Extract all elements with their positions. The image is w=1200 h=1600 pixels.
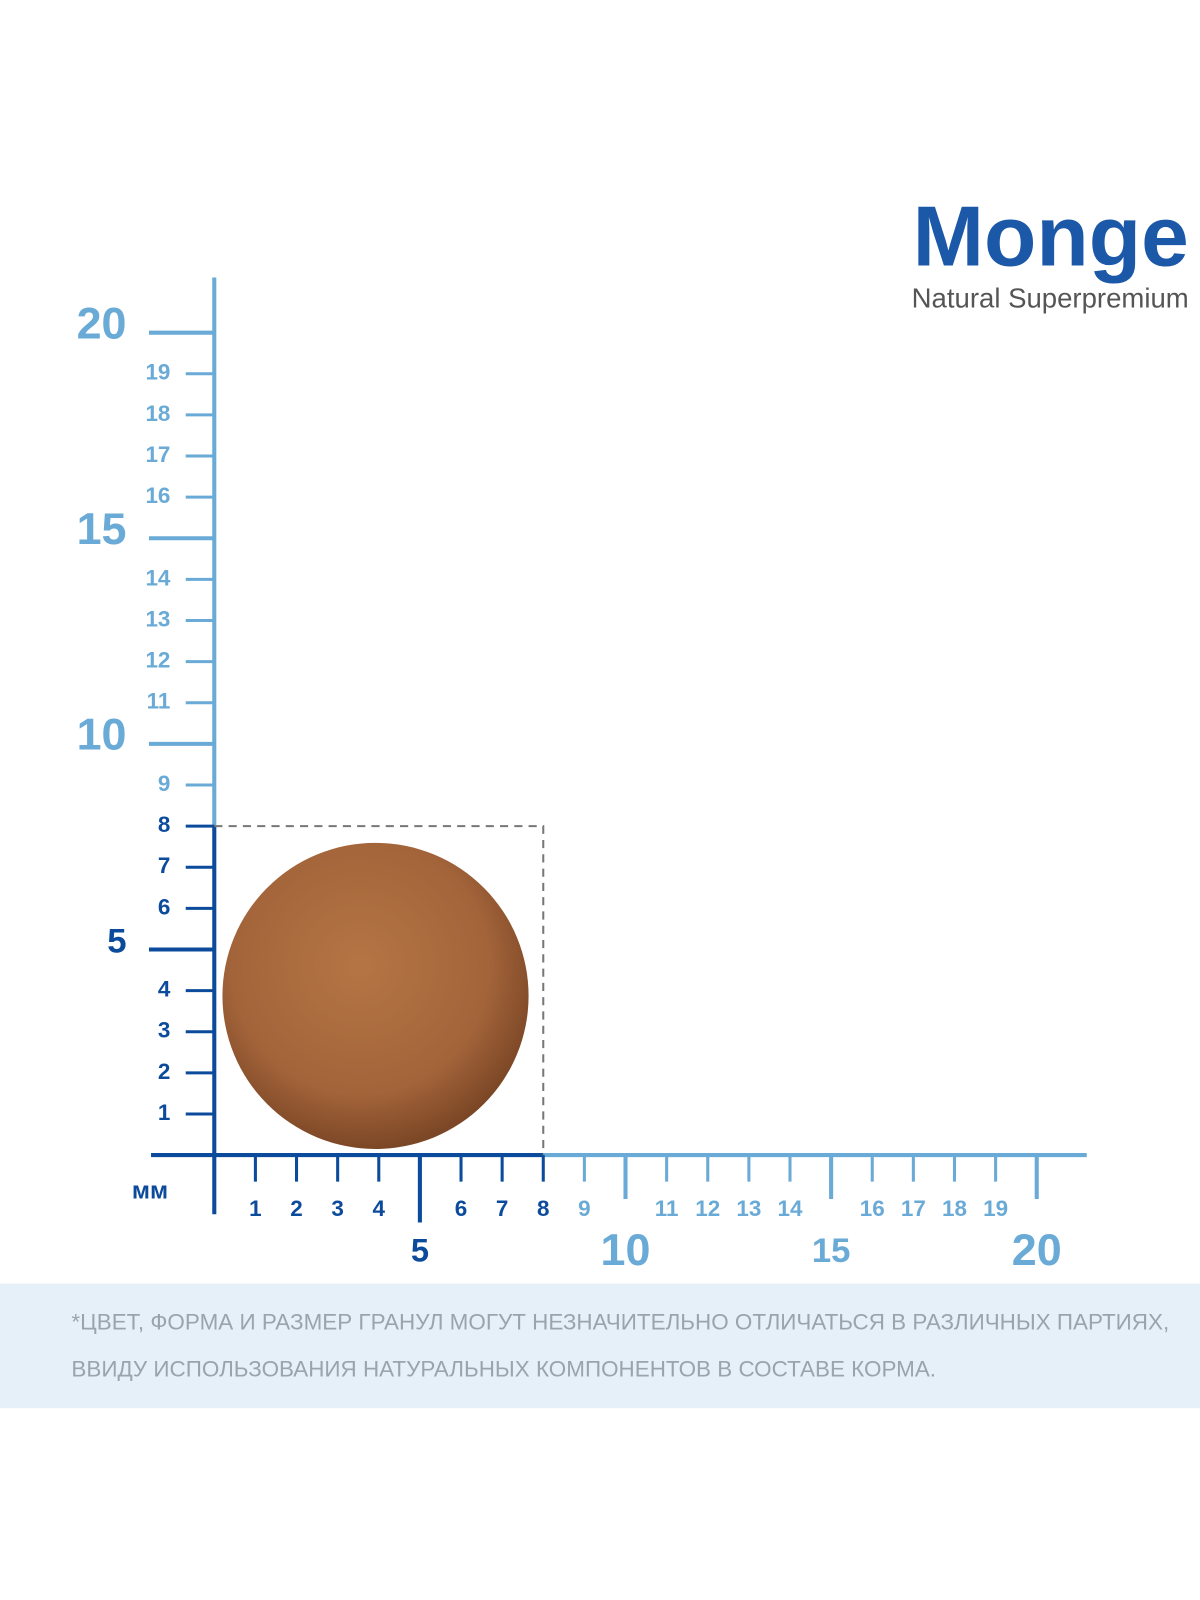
y-tick-label: 18 [145,401,170,426]
x-tick-label: 11 [655,1196,679,1221]
x-major-label: 15 [812,1232,851,1270]
y-major-label: 20 [77,297,127,348]
y-tick-label: 13 [145,606,170,631]
note-line: ВВИДУ ИСПОЛЬЗОВАНИЯ НАТУРАЛЬНЫХ КОМПОНЕН… [71,1356,936,1381]
x-tick-label: 9 [578,1196,590,1221]
x-tick-label: 19 [983,1196,1008,1221]
x-tick-label: 14 [778,1196,803,1221]
y-tick-label: 2 [158,1059,170,1084]
logo-tagline: Natural Superpremium [912,282,1189,313]
y-tick-label: 12 [145,648,170,673]
y-tick-label: 17 [145,442,170,467]
y-major-label: 10 [77,709,127,760]
x-tick-label: 12 [695,1196,720,1221]
x-tick-label: 17 [901,1196,926,1221]
y-tick-label: 8 [158,812,170,837]
x-tick-label: 8 [537,1196,549,1221]
x-tick-label: 7 [496,1196,508,1221]
unit-label: мм [132,1177,168,1204]
logo-brand: Monge [913,188,1189,284]
y-tick-label: 11 [147,689,171,714]
y-tick-label: 4 [158,977,171,1002]
x-tick-label: 3 [331,1196,343,1221]
x-tick-label: 16 [860,1196,885,1221]
y-tick-label: 16 [145,483,170,508]
y-major-label: 5 [107,923,126,961]
y-tick-label: 7 [158,853,170,878]
x-tick-label: 13 [736,1196,761,1221]
size-box [214,825,545,1156]
note-line: *ЦВЕТ, ФОРМА И РАЗМЕР ГРАНУЛ МОГУТ НЕЗНА… [71,1309,1169,1334]
x-tick-label: 1 [249,1196,261,1221]
x-tick-label: 4 [373,1196,386,1221]
x-tick-label: 2 [290,1196,302,1221]
x-tick-label: 18 [942,1196,967,1221]
y-tick-label: 19 [145,360,170,385]
y-tick-label: 14 [145,565,170,590]
x-major-label: 10 [601,1224,651,1275]
y-tick-label: 9 [158,771,170,796]
y-major-label: 15 [77,503,127,554]
x-tick-label: 6 [455,1196,467,1221]
y-tick-label: 1 [158,1100,170,1125]
x-major-label: 20 [1012,1224,1062,1275]
kibble [222,842,529,1149]
y-tick-label: 3 [158,1018,170,1043]
y-tick-label: 6 [158,894,170,919]
note-band [0,1283,1200,1409]
x-major-label: 5 [411,1232,429,1269]
